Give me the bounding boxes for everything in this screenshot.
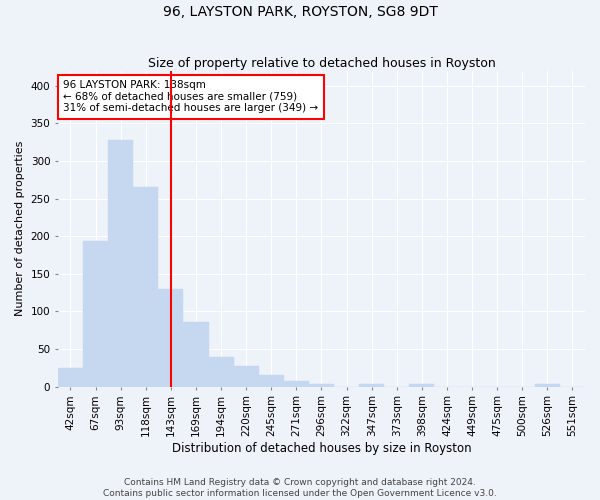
Bar [184,322,209,386]
Bar [209,356,233,386]
Bar [284,382,309,386]
Bar [83,240,108,386]
Bar [535,384,560,386]
Bar [58,368,83,386]
Text: Contains HM Land Registry data © Crown copyright and database right 2024.
Contai: Contains HM Land Registry data © Crown c… [103,478,497,498]
Bar [133,188,158,386]
Bar [158,289,184,386]
Y-axis label: Number of detached properties: Number of detached properties [15,141,25,316]
Bar [409,384,434,386]
Bar [359,384,384,386]
Text: 96 LAYSTON PARK: 138sqm
← 68% of detached houses are smaller (759)
31% of semi-d: 96 LAYSTON PARK: 138sqm ← 68% of detache… [63,80,319,114]
Title: Size of property relative to detached houses in Royston: Size of property relative to detached ho… [148,56,496,70]
Bar [309,384,334,386]
Text: 96, LAYSTON PARK, ROYSTON, SG8 9DT: 96, LAYSTON PARK, ROYSTON, SG8 9DT [163,5,437,19]
Bar [259,374,284,386]
Bar [233,366,259,386]
X-axis label: Distribution of detached houses by size in Royston: Distribution of detached houses by size … [172,442,471,455]
Bar [108,140,133,386]
